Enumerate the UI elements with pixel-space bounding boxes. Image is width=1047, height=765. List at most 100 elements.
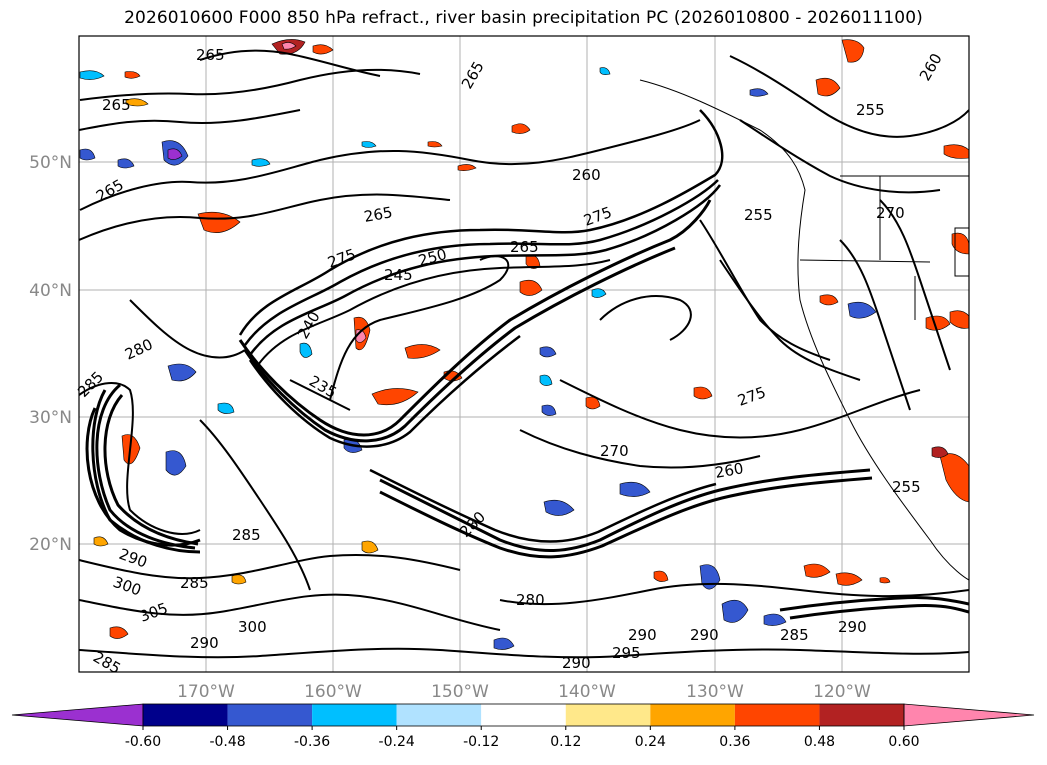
- precip-patch: [819, 294, 839, 306]
- colorbar-tick-label: -0.12: [463, 734, 499, 750]
- colorbar-tick-label: 0.60: [888, 734, 919, 750]
- precip-patch: [619, 481, 651, 497]
- precip-patch: [951, 232, 969, 255]
- contour-line: [238, 109, 724, 336]
- colorbar-tick-label: 0.36: [719, 734, 750, 750]
- colorbar-bin: [396, 704, 482, 726]
- contour-line: [199, 49, 381, 77]
- contour-label: 260: [714, 459, 745, 482]
- lon-label-150w: 150°W: [431, 682, 489, 702]
- precip-patch: [539, 374, 553, 386]
- precip-patch: [519, 279, 543, 296]
- precip-patch: [281, 42, 297, 50]
- precip-patch: [217, 402, 235, 414]
- contour-label: 290: [690, 626, 719, 644]
- colorbar-tick-label: -0.36: [294, 734, 330, 750]
- contour-line: [79, 109, 301, 131]
- colorbar: -0.60 -0.48 -0.36 -0.24 -0.12 0.12 0.24 0.36 0.4…: [11, 703, 1035, 750]
- contour-line: [103, 394, 199, 546]
- precip-patch: [125, 98, 149, 107]
- colorbar-bin: [565, 704, 651, 726]
- coastline-north-america: [639, 79, 969, 581]
- contour-line: [699, 219, 831, 361]
- contour-line: [129, 299, 246, 359]
- precip-patch: [165, 450, 187, 476]
- border-line: [954, 227, 969, 277]
- contour-label: 290: [562, 654, 591, 672]
- contour-labels: 265 265 265 265 260 255 265 275 250 245 …: [74, 46, 946, 678]
- map-title: 2026010600 F000 850 hPa refract., river …: [124, 8, 923, 28]
- lat-label-50n: 50°N: [29, 153, 72, 173]
- precip-patch: [93, 536, 109, 547]
- precip-patch: [109, 626, 129, 639]
- map-frame: [78, 35, 970, 673]
- precip-patch: [167, 148, 183, 160]
- contour-label: 295: [612, 644, 641, 662]
- colorbar-tick-label: -0.60: [125, 734, 161, 750]
- precip-patch: [251, 158, 271, 167]
- colorbar-tick-label: -0.24: [379, 734, 415, 750]
- contour-line: [257, 259, 611, 366]
- contour-label: 265: [363, 203, 394, 226]
- colorbar-tick-label: 0.24: [635, 734, 666, 750]
- precip-patch: [231, 574, 247, 585]
- contour-label: 290: [190, 634, 219, 652]
- contour-label: 290: [838, 618, 867, 636]
- contour-line: [79, 593, 501, 631]
- colorbar-bin: [312, 704, 397, 726]
- graticule: [79, 36, 969, 672]
- contour-line: [499, 582, 969, 606]
- contour-label: 290: [628, 626, 657, 644]
- coastlines: [639, 79, 969, 581]
- contour-line: [289, 379, 351, 411]
- precip-patch: [931, 446, 949, 458]
- contour-line: [559, 379, 921, 439]
- precip-patch: [299, 342, 313, 358]
- contour-line: [789, 604, 969, 620]
- contour-label: 285: [232, 526, 261, 544]
- precip-patch: [943, 144, 969, 159]
- refractivity-contours: [79, 49, 969, 659]
- precip-patch: [312, 44, 334, 55]
- lon-label-160w: 160°W: [304, 682, 362, 702]
- contour-line: [519, 429, 761, 469]
- contour-line: [199, 419, 311, 591]
- lon-label-130w: 130°W: [686, 682, 744, 702]
- lon-label-170w: 170°W: [177, 682, 235, 702]
- colorbar-tick-label: 0.48: [804, 734, 835, 750]
- precip-patch: [79, 70, 105, 80]
- precip-patch: [79, 148, 96, 161]
- border-line: [799, 259, 931, 263]
- contour-label: 265: [102, 96, 131, 114]
- contour-label: 255: [744, 206, 773, 224]
- contour-line: [379, 468, 871, 553]
- precip-patch: [427, 141, 443, 148]
- lat-label-20n: 20°N: [29, 535, 72, 555]
- contour-line: [238, 199, 712, 437]
- contour-label: 255: [856, 101, 885, 119]
- lat-label-40n: 40°N: [29, 281, 72, 301]
- precip-patch: [541, 404, 557, 416]
- precip-patch: [599, 67, 611, 75]
- colorbar-over-extend: [903, 703, 1035, 727]
- precip-patch: [949, 310, 969, 329]
- colorbar-bin: [650, 704, 735, 726]
- precip-patch: [493, 637, 515, 650]
- precip-patch: [371, 388, 419, 406]
- colorbar-bin: [734, 704, 820, 726]
- precip-patch: [361, 141, 377, 148]
- contour-line: [95, 383, 196, 550]
- precip-patch: [511, 123, 531, 134]
- contour-label: 300: [238, 618, 267, 636]
- precip-patch: [539, 346, 557, 358]
- longitude-labels: 170°W 160°W 150°W 140°W 130°W 120°W: [177, 682, 871, 702]
- contour-label: 245: [384, 266, 413, 284]
- precip-patch: [879, 577, 891, 584]
- precip-patch: [361, 540, 379, 554]
- precip-patch: [117, 158, 135, 169]
- precip-patch: [543, 499, 575, 516]
- precip-patch: [653, 570, 669, 582]
- contour-line: [243, 179, 719, 346]
- precip-patch: [835, 572, 863, 586]
